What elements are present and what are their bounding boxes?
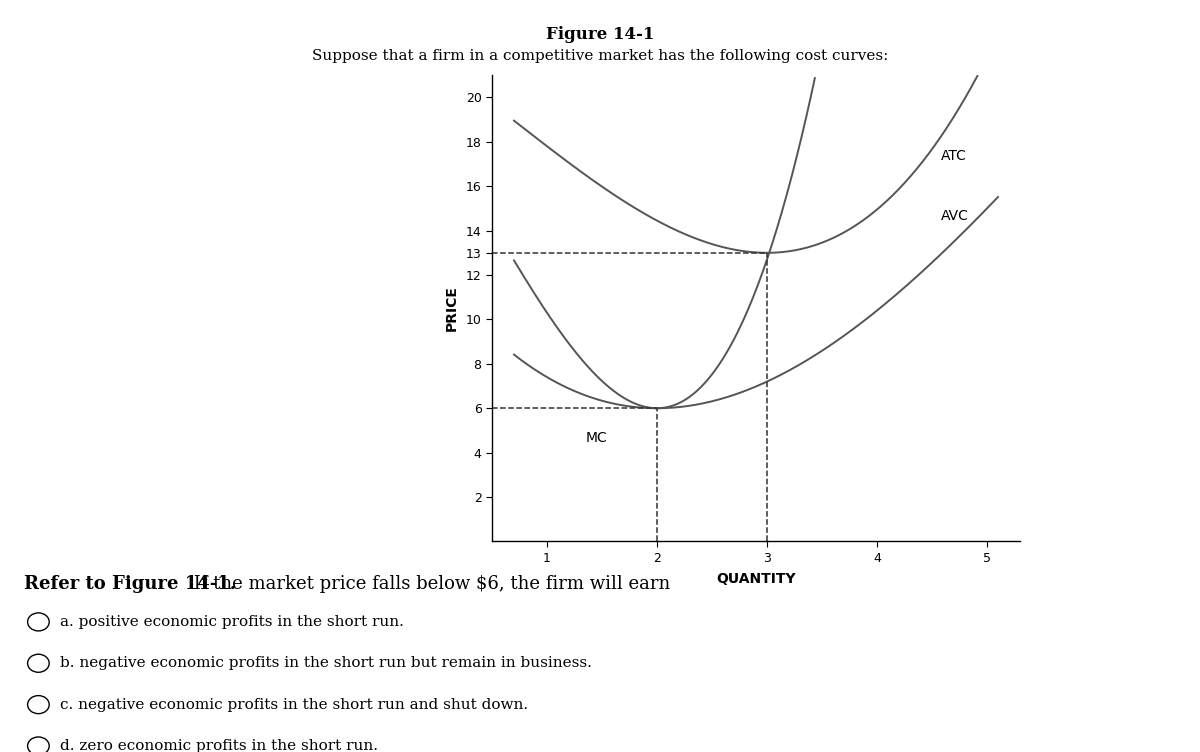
Text: d. zero economic profits in the short run.: d. zero economic profits in the short ru… bbox=[60, 739, 378, 752]
Text: AVC: AVC bbox=[941, 208, 968, 223]
Text: Suppose that a firm in a competitive market has the following cost curves:: Suppose that a firm in a competitive mar… bbox=[312, 49, 888, 63]
Text: b. negative economic profits in the short run but remain in business.: b. negative economic profits in the shor… bbox=[60, 656, 592, 670]
Text: Figure 14-1: Figure 14-1 bbox=[546, 26, 654, 44]
X-axis label: QUANTITY: QUANTITY bbox=[716, 572, 796, 586]
Text: Refer to Figure 14-1.: Refer to Figure 14-1. bbox=[24, 575, 236, 593]
Text: c. negative economic profits in the short run and shut down.: c. negative economic profits in the shor… bbox=[60, 698, 528, 711]
Text: ATC: ATC bbox=[941, 149, 967, 162]
Y-axis label: PRICE: PRICE bbox=[445, 285, 458, 332]
Text: a. positive economic profits in the short run.: a. positive economic profits in the shor… bbox=[60, 615, 404, 629]
Text: If the market price falls below $6, the firm will earn: If the market price falls below $6, the … bbox=[188, 575, 671, 593]
Text: MC: MC bbox=[586, 431, 607, 444]
